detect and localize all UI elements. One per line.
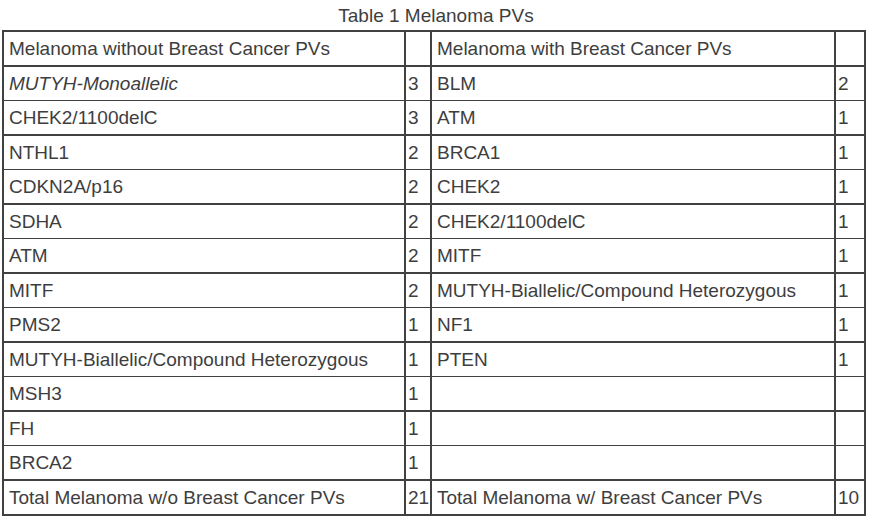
count-cell: 2 (405, 239, 431, 274)
gene-cell: ATM (3, 239, 405, 274)
gene-cell: MUTYH-Biallelic/Compound Heterozygous (3, 342, 405, 377)
table-row: CDKN2A/p16 2 CHEK2 1 (3, 170, 865, 205)
gene-cell: PMS2 (3, 308, 405, 343)
count-cell: 1 (405, 308, 431, 343)
table-row: NTHL1 2 BRCA1 1 (3, 135, 865, 170)
count-cell: 2 (835, 66, 865, 101)
table-row: MUTYH-Biallelic/Compound Heterozygous 1 … (3, 342, 865, 377)
table-row: FH 1 (3, 411, 865, 446)
gene-cell: NTHL1 (3, 135, 405, 170)
gene-cell: SDHA (3, 204, 405, 239)
count-cell (835, 446, 865, 481)
gene-cell: CHEK2/1100delC (3, 101, 405, 136)
table-row: MSH3 1 (3, 377, 865, 412)
gene-cell: PTEN (431, 342, 835, 377)
count-cell: 2 (405, 273, 431, 308)
gene-cell: CHEK2 (431, 170, 835, 205)
right-total-label: Total Melanoma w/ Breast Cancer PVs (431, 480, 835, 515)
table-row: PMS2 1 NF1 1 (3, 308, 865, 343)
left-count-header (405, 31, 431, 66)
count-cell: 1 (405, 342, 431, 377)
count-cell: 1 (835, 308, 865, 343)
count-cell: 3 (405, 101, 431, 136)
gene-cell: MUTYH-Monoallelic (3, 66, 405, 101)
gene-cell (431, 377, 835, 412)
gene-cell: CHEK2/1100delC (431, 204, 835, 239)
gene-cell: MITF (431, 239, 835, 274)
gene-cell: BRCA2 (3, 446, 405, 481)
gene-cell: ATM (431, 101, 835, 136)
table-row: MITF 2 MUTYH-Biallelic/Compound Heterozy… (3, 273, 865, 308)
count-cell: 1 (835, 239, 865, 274)
right-total-count: 10 (835, 480, 865, 515)
right-count-header (835, 31, 865, 66)
gene-cell: MUTYH-Biallelic/Compound Heterozygous (431, 273, 835, 308)
melanoma-pv-table: Melanoma without Breast Cancer PVs Melan… (2, 30, 866, 516)
count-cell: 1 (835, 204, 865, 239)
table-caption: Table 1 Melanoma PVs (0, 4, 872, 27)
left-total-label: Total Melanoma w/o Breast Cancer PVs (3, 480, 405, 515)
table-row: BRCA2 1 (3, 446, 865, 481)
count-cell (835, 377, 865, 412)
count-cell: 1 (835, 273, 865, 308)
gene-cell: CDKN2A/p16 (3, 170, 405, 205)
table-row: SDHA 2 CHEK2/1100delC 1 (3, 204, 865, 239)
table-row: CHEK2/1100delC 3 ATM 1 (3, 101, 865, 136)
count-cell (835, 411, 865, 446)
gene-cell: MSH3 (3, 377, 405, 412)
gene-cell: FH (3, 411, 405, 446)
count-cell: 1 (835, 135, 865, 170)
gene-cell (431, 446, 835, 481)
header-row: Melanoma without Breast Cancer PVs Melan… (3, 31, 865, 66)
gene-cell: NF1 (431, 308, 835, 343)
count-cell: 2 (405, 204, 431, 239)
left-group-header: Melanoma without Breast Cancer PVs (3, 31, 405, 66)
table-row: MUTYH-Monoallelic 3 BLM 2 (3, 66, 865, 101)
count-cell: 1 (405, 411, 431, 446)
count-cell: 2 (405, 170, 431, 205)
gene-cell: MITF (3, 273, 405, 308)
count-cell: 1 (405, 377, 431, 412)
count-cell: 2 (405, 135, 431, 170)
count-cell: 1 (835, 170, 865, 205)
gene-cell (431, 411, 835, 446)
count-cell: 1 (405, 446, 431, 481)
count-cell: 1 (835, 342, 865, 377)
count-cell: 3 (405, 66, 431, 101)
gene-cell: BRCA1 (431, 135, 835, 170)
left-total-count: 21 (405, 480, 431, 515)
gene-cell: BLM (431, 66, 835, 101)
count-cell: 1 (835, 101, 865, 136)
totals-row: Total Melanoma w/o Breast Cancer PVs 21 … (3, 480, 865, 515)
right-group-header: Melanoma with Breast Cancer PVs (431, 31, 835, 66)
table-row: ATM 2 MITF 1 (3, 239, 865, 274)
